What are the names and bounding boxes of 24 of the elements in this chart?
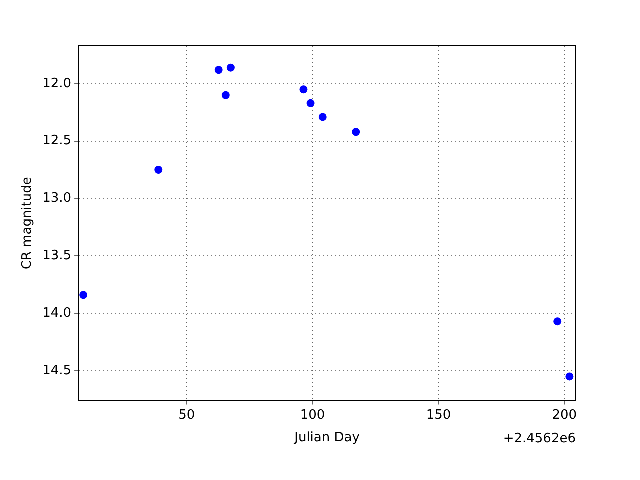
- x-tick-label: 200: [552, 408, 578, 423]
- y-tick-label: 14.0: [42, 306, 72, 321]
- x-tick-label: 50: [178, 408, 196, 423]
- point: [154, 166, 163, 174]
- point: [318, 113, 327, 122]
- point: [80, 291, 88, 300]
- y-axis-title: CR magnitude: [20, 177, 36, 270]
- point: [352, 128, 360, 136]
- text: +2.4562e6: [503, 432, 576, 447]
- point: [222, 91, 230, 100]
- y-tick-label: 13.0: [42, 191, 72, 206]
- x-tick-label: 150: [426, 408, 452, 423]
- y-tick-label: 12.0: [42, 76, 72, 92]
- x-tick-label: 100: [300, 408, 326, 423]
- point: [306, 99, 315, 108]
- point: [554, 318, 562, 326]
- point: [226, 64, 235, 72]
- point: [300, 86, 308, 94]
- y-tick-label: 14.5: [42, 363, 72, 378]
- point: [566, 372, 574, 381]
- x-axis-title: Julian Day: [294, 430, 360, 446]
- y-tick-label: 13.5: [42, 248, 72, 264]
- point: [214, 66, 223, 74]
- y-tick-label: 12.5: [42, 134, 72, 149]
